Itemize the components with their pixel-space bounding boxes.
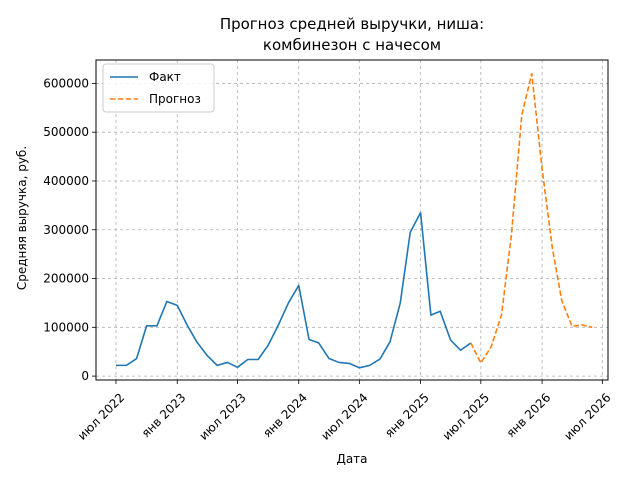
x-tick-label: янв 2026	[504, 390, 554, 440]
x-tick-label: июл 2023	[197, 390, 249, 442]
x-axis: июл 2022 янв 2023 июл 2023 янв 2024 июл 2024…	[75, 380, 614, 443]
chart-title-line-1: Прогноз средней выручки, ниша:	[220, 15, 484, 33]
legend-label-fact: Факт	[149, 70, 181, 84]
y-tick-label: 600000	[43, 76, 89, 90]
chart-title-line-2: комбинезон с начесом	[263, 36, 441, 54]
x-tick-label: янв 2024	[260, 390, 310, 440]
x-tick-label: июл 2024	[318, 390, 370, 442]
y-axis: 0 100000 200000 300000 400000 500000 600000	[43, 76, 96, 383]
y-axis-label: Средняя выручка, руб.	[15, 146, 29, 290]
y-tick-label: 100000	[43, 320, 89, 334]
series-line-fact	[115, 211, 472, 369]
legend-label-forecast: Прогноз	[149, 92, 201, 106]
x-tick-label: янв 2023	[139, 390, 189, 440]
x-tick-label: янв 2025	[382, 390, 432, 440]
x-axis-label: Дата	[336, 452, 367, 466]
y-tick-label: 300000	[43, 223, 89, 237]
series-layer	[115, 72, 593, 369]
series-line-forecast	[470, 72, 593, 364]
x-tick-label: июл 2022	[75, 390, 127, 442]
y-tick-label: 200000	[43, 272, 89, 286]
legend-box	[102, 63, 215, 113]
plot-frame	[95, 59, 609, 381]
y-tick-label: 0	[81, 369, 89, 383]
y-tick-label: 400000	[43, 174, 89, 188]
x-tick-label: июл 2026	[561, 390, 613, 442]
legend: Факт Прогноз	[102, 63, 215, 113]
y-tick-label: 500000	[43, 125, 89, 139]
x-tick-label: июл 2025	[440, 390, 492, 442]
